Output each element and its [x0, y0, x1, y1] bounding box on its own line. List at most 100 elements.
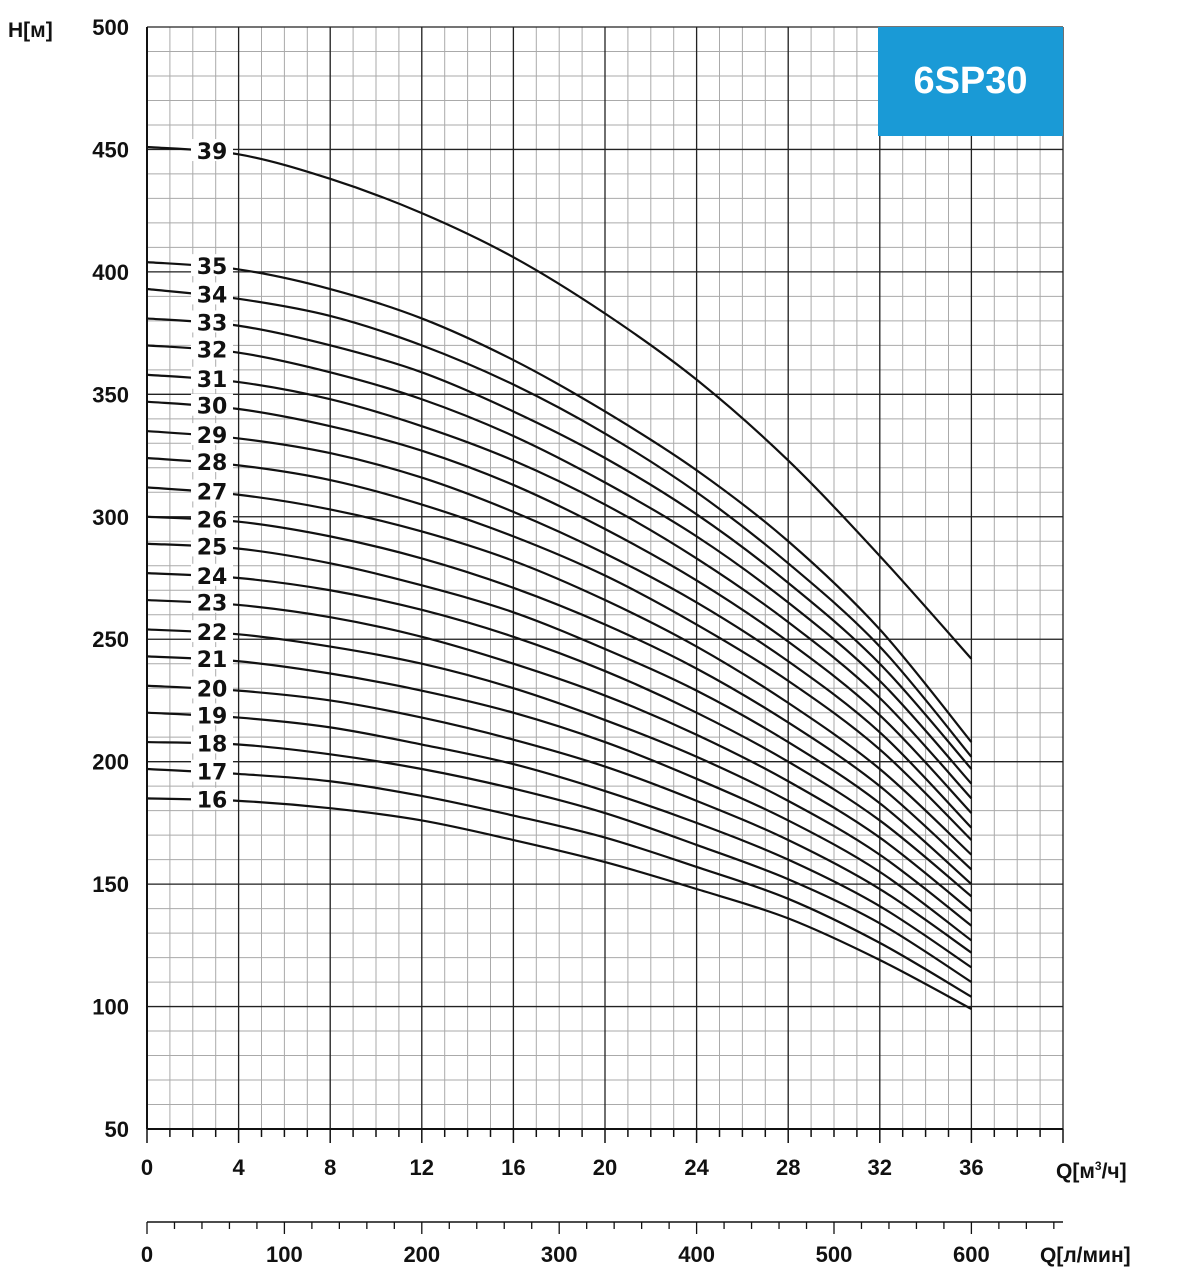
curve-label-24: 24 — [197, 565, 228, 590]
curve-label-26: 26 — [197, 508, 228, 533]
curve-31 — [146, 373, 973, 800]
curve-label-18: 18 — [197, 732, 228, 757]
y-tick-label: 100 — [92, 995, 129, 1020]
curve-label-bg — [191, 703, 233, 726]
curve-39 — [146, 145, 973, 660]
curve-label-bg — [191, 423, 233, 446]
curve-17 — [146, 767, 972, 998]
performance-curves — [146, 145, 973, 1010]
curve-label-bg — [191, 310, 233, 333]
secondary-x-tick-label: 100 — [266, 1242, 303, 1267]
curve-label-27: 27 — [197, 480, 228, 505]
curve-label-21: 21 — [197, 648, 228, 673]
model-badge-background — [878, 27, 1063, 136]
curve-label-31: 31 — [197, 368, 228, 393]
secondary-x-tick-label: 500 — [816, 1242, 853, 1267]
x-tick-label: 12 — [410, 1155, 434, 1180]
y-tick-label: 50 — [105, 1117, 129, 1142]
curve-label-bg — [191, 139, 233, 162]
curve-label-bg — [191, 393, 233, 416]
curve-label-bg — [191, 676, 233, 699]
curve-label-34: 34 — [197, 283, 228, 308]
y-tick-label: 500 — [92, 15, 129, 40]
y-tick-label: 300 — [92, 505, 129, 530]
curve-label-20: 20 — [197, 677, 228, 702]
curve-label-17: 17 — [197, 761, 228, 786]
curve-label-29: 29 — [197, 424, 228, 449]
curve-label-30: 30 — [197, 395, 228, 420]
curve-label-bg — [191, 450, 233, 473]
curve-23 — [146, 598, 973, 912]
curve-label-bg — [191, 620, 233, 643]
secondary-x-tick-label: 0 — [141, 1242, 153, 1267]
curve-26 — [146, 515, 973, 871]
x-tick-label: 8 — [324, 1155, 336, 1180]
y-tick-label: 200 — [92, 750, 129, 775]
secondary-x-tick-label: 600 — [953, 1242, 990, 1267]
curve-label-bg — [191, 647, 233, 670]
curve-label-bg — [191, 563, 233, 586]
curve-label-bg — [191, 759, 233, 782]
x-axis-ticks: 0 4 8 12 16 20 24 28 32 36 — [141, 1129, 1064, 1180]
curve-19 — [146, 711, 973, 969]
curve-label-bg — [191, 731, 233, 754]
curve-label-22: 22 — [197, 621, 228, 646]
curve-label-bg — [191, 479, 233, 502]
secondary-x-axis: 0 100 200 300 400 500 600 — [141, 1221, 1063, 1267]
curve-20 — [146, 684, 973, 954]
curve-28 — [146, 456, 973, 841]
curve-35 — [146, 260, 973, 743]
curve-label-28: 28 — [197, 451, 228, 476]
secondary-x-axis-label: Q[л/мин] — [1040, 1244, 1131, 1267]
y-tick-label: 400 — [92, 260, 129, 285]
y-tick-label: 450 — [92, 137, 129, 162]
y-tick-label: 250 — [92, 627, 129, 652]
curve-32 — [146, 344, 973, 785]
curve-27 — [146, 486, 973, 856]
curve-29 — [146, 429, 973, 829]
y-tick-label: 150 — [92, 872, 129, 897]
y-tick-label: 350 — [92, 382, 129, 407]
curve-label-16: 16 — [197, 789, 228, 814]
curve-30 — [146, 400, 973, 814]
curve-25 — [146, 542, 973, 885]
curve-labels: 1617181920212223242526272829303132333435… — [191, 139, 233, 814]
curve-16 — [146, 797, 972, 1010]
x-tick-label: 24 — [684, 1155, 709, 1180]
curve-label-bg — [191, 282, 233, 305]
x-tick-label: 0 — [141, 1155, 153, 1180]
y-axis-label: H[м] — [8, 19, 53, 42]
y-axis-ticks: 50 100 150 200 250 300 350 400 450 500 — [92, 15, 129, 1142]
x-tick-label: 16 — [501, 1155, 525, 1180]
x-tick-label: 20 — [593, 1155, 617, 1180]
x-axis-label-base: Q[м — [1056, 1160, 1095, 1183]
curve-label-bg — [191, 507, 233, 530]
x-tick-label: 28 — [776, 1155, 800, 1180]
curve-label-23: 23 — [197, 592, 228, 617]
curve-label-35: 35 — [197, 255, 228, 280]
curve-21 — [146, 655, 973, 942]
curve-label-bg — [191, 337, 233, 360]
curve-label-32: 32 — [197, 338, 228, 363]
x-tick-label: 32 — [868, 1155, 892, 1180]
curve-label-bg — [191, 787, 233, 810]
curve-22 — [146, 628, 973, 927]
curve-label-25: 25 — [197, 535, 228, 560]
x-axis-label: Q[м3/ч] — [1056, 1159, 1127, 1183]
secondary-x-tick-label: 300 — [541, 1242, 578, 1267]
curve-label-bg — [191, 254, 233, 277]
curve-18 — [146, 740, 972, 983]
curve-24 — [146, 572, 973, 898]
model-badge: 6SP30 — [878, 27, 1063, 136]
x-axis-label-tail: /ч] — [1102, 1160, 1127, 1183]
x-tick-label: 4 — [232, 1155, 245, 1180]
model-badge-text: 6SP30 — [913, 60, 1027, 102]
curve-label-bg — [191, 534, 233, 557]
curve-33 — [146, 317, 973, 770]
x-tick-label: 36 — [959, 1155, 983, 1180]
curve-label-39: 39 — [197, 140, 228, 165]
secondary-x-tick-label: 200 — [403, 1242, 440, 1267]
secondary-x-tick-label: 400 — [678, 1242, 715, 1267]
curve-label-bg — [191, 590, 233, 613]
x-axis-label-superscript: 3 — [1095, 1159, 1102, 1173]
